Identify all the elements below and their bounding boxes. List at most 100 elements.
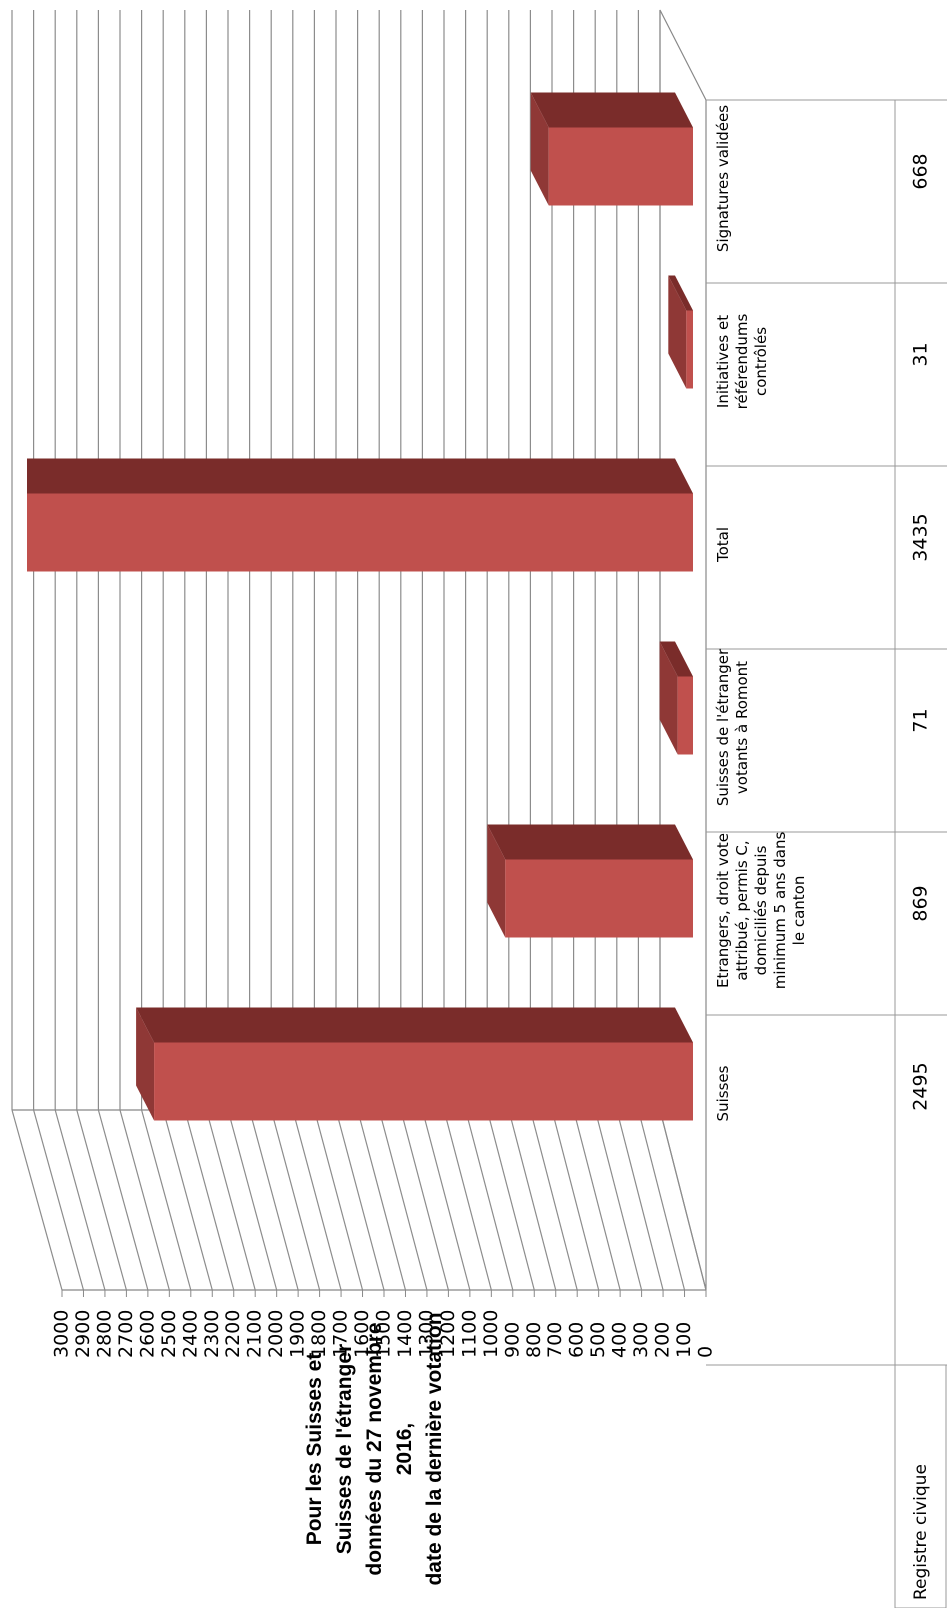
category-label: Suisses de l'étranger votants à Romont [714,648,751,807]
side-grid-line [227,1109,278,1291]
y-tick-label: 2600 [136,1310,158,1358]
side-grid-line [573,1109,621,1291]
y-tick-label: 700 [544,1322,566,1358]
y-tick-label: 1000 [480,1310,502,1358]
side-grid-line [11,1109,63,1291]
bar-top [530,92,549,206]
y-tick-label: 600 [566,1322,588,1358]
side-grid-line [616,1109,664,1291]
category-label-box: Initiatives et référendums contrôlés [714,313,770,410]
y-tick-label: 2500 [158,1310,180,1358]
y-tick-label: 2700 [115,1310,137,1358]
value-cell: 2495 [910,1062,932,1110]
bar [505,859,693,938]
bar-top [659,641,678,755]
y-tick-label: 2900 [72,1310,94,1358]
chart-title: Pour les Suisses et Suisses de l'étrange… [303,1312,446,1586]
y-tick-label: 2100 [244,1310,266,1358]
y-tick-label: 200 [652,1322,674,1358]
side-grid-line [443,1109,492,1291]
category-label: Total [714,526,732,563]
y-tick-label: 2800 [93,1310,115,1358]
bar-side [668,275,693,311]
bar [154,1042,693,1121]
y-tick-label: 1600 [351,1310,373,1358]
side-grid-line [465,1109,514,1291]
y-tick-label: 100 [673,1322,695,1358]
side-grid-line [205,1109,256,1291]
bar-side [27,458,693,494]
value-cell: 668 [910,153,932,189]
side-grid-line [184,1109,235,1291]
side-grid-line [486,1109,535,1291]
side-grid-line [421,1109,471,1291]
category-label-box: Suisses [714,1065,732,1122]
category-label-box: Suisses de l'étranger votants à Romont [714,648,751,807]
bar [677,676,694,755]
y-tick-label: 900 [501,1322,523,1358]
side-grid-line [249,1109,299,1291]
bars [27,92,694,1121]
side-grid-line [551,1109,600,1291]
y-tick-label: 2400 [179,1310,201,1358]
chart-title-box: Pour les Suisses et Suisses de l'étrange… [303,1312,446,1586]
bar-side [136,1007,693,1043]
y-tick-label: 1300 [415,1310,437,1358]
side-grid-line [97,1109,149,1291]
side-grid-line [33,1109,85,1291]
value-cell: 3435 [910,513,932,561]
value-cell: 31 [910,342,932,366]
bar-side [487,824,693,860]
y-tick-label: 1400 [394,1310,416,1358]
side-grid-line [529,1109,578,1291]
side-grid-line [378,1109,428,1291]
y-tick-label: 0 [695,1346,717,1358]
legend-label: Registre civique [911,1464,931,1600]
side-grid-line [54,1109,106,1291]
bar-top [136,1007,155,1121]
y-tick-label: 300 [630,1322,652,1358]
side-grid-line [313,1109,364,1291]
side-grid-line [292,1109,342,1291]
side-grid-line [335,1109,385,1291]
side-grid-line [76,1109,127,1291]
y-tick-label: 800 [523,1322,545,1358]
y-tick-label: 1200 [437,1310,459,1358]
y-tick-label: 2000 [265,1310,287,1358]
category-label-box: Etrangers, droit vote attribué, permis C… [714,831,808,990]
rotated-chart: 0100200300400500600700800900100011001200… [11,9,947,1609]
bar [548,127,693,206]
side-grid-line [162,1109,213,1291]
y-tick-label: 1500 [373,1310,395,1358]
side-grid-line [400,1109,449,1291]
category-label: Signatures validées [714,104,732,253]
bar [686,310,694,389]
category-label: Initiatives et référendums contrôlés [714,313,770,410]
category-label-box: Total [714,526,732,563]
side-grid-line [357,1109,407,1291]
value-cell: 71 [910,708,932,732]
y-tick-label: 500 [587,1322,609,1358]
bar-side [530,92,693,128]
side-grid-line [508,1109,557,1291]
category-label-box: Signatures validées [714,104,732,253]
category-label: Suisses [714,1065,732,1122]
y-tick-label: 2200 [222,1310,244,1358]
bar-side [659,641,693,677]
side-grid-line [659,1109,707,1291]
category-label: Etrangers, droit vote attribué, permis C… [714,831,808,990]
side-grid-line [637,1109,686,1291]
y-tick-label: 1800 [308,1310,330,1358]
side-grid-line [270,1109,321,1291]
y-tick-label: 400 [609,1322,631,1358]
y-tick-label: 3000 [51,1310,73,1358]
side-grid-line [119,1109,170,1291]
y-tick-label: 1100 [458,1310,480,1358]
bar-top [668,275,687,389]
value-cell: 869 [910,885,932,921]
bar [27,493,694,572]
bar-top [487,824,506,938]
y-tick-label: 2300 [201,1310,223,1358]
